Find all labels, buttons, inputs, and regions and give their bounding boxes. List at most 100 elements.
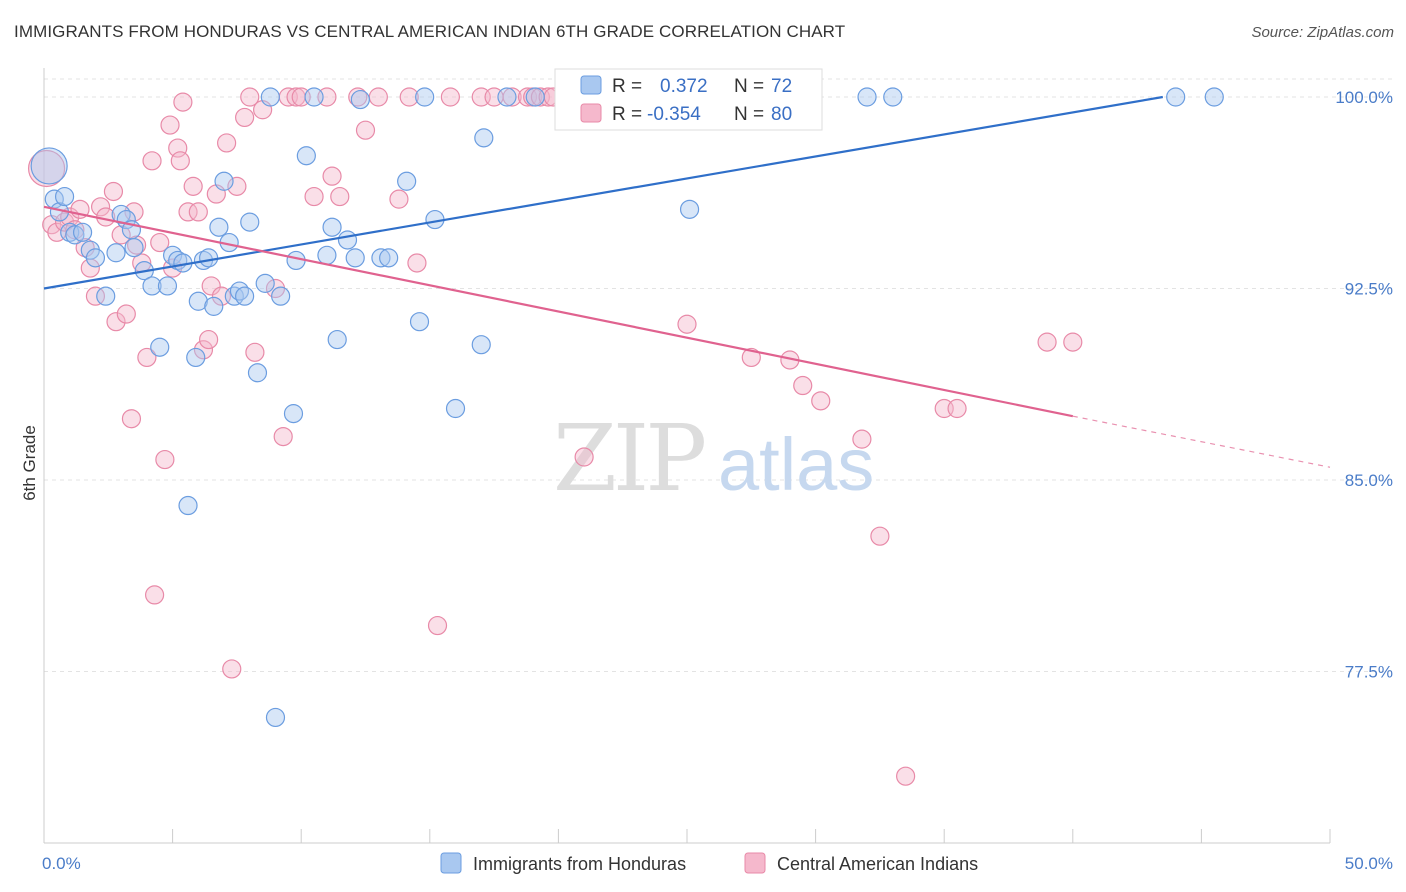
pink-point-52 — [322, 166, 342, 186]
blue-point-48 — [345, 248, 365, 268]
blue-point-59 — [497, 87, 517, 107]
pink-point-14 — [111, 225, 131, 245]
pink-point-38 — [217, 133, 237, 153]
pink-point-46 — [273, 426, 293, 447]
pink-point-5 — [65, 220, 85, 240]
pink-point-10 — [90, 197, 111, 217]
trend-line-pink-extension — [1072, 415, 1331, 468]
pink-point-70 — [574, 447, 594, 467]
blue-point-26 — [199, 248, 219, 268]
bottom-legend-label-pink: Central American Indians — [777, 854, 978, 874]
blue-point-27 — [204, 296, 224, 316]
pink-point-72 — [677, 314, 697, 334]
pink-point-61 — [440, 87, 460, 107]
pink-point-78 — [870, 526, 890, 546]
pink-point-24 — [155, 449, 175, 470]
pink-point-42 — [240, 87, 260, 107]
chart-title: IMMIGRANTS FROM HONDURAS VS CENTRAL AMER… — [14, 22, 846, 41]
legend-r-label-blue: R = — [612, 76, 642, 97]
pink-point-20 — [137, 347, 157, 368]
blue-point-46 — [327, 329, 347, 350]
y-tick-label-1: 92.5% — [1345, 280, 1393, 299]
pink-point-50 — [304, 186, 324, 207]
pink-point-54 — [348, 87, 368, 107]
x-tick-label-max: 50.0% — [1345, 854, 1393, 873]
legend-r-value-pink: -0.354 — [647, 104, 701, 125]
pink-point-18 — [126, 235, 147, 255]
pink-point-21 — [142, 151, 162, 171]
blue-point-56 — [445, 398, 466, 419]
blue-point-43 — [304, 87, 324, 107]
blue-point-39 — [271, 286, 291, 306]
y-axis-title: 6th Grade — [20, 425, 39, 501]
bottom-legend-swatch-pink — [744, 852, 766, 874]
blue-point-24 — [188, 291, 208, 311]
pink-point-0 — [27, 149, 66, 188]
pink-point-82 — [1037, 332, 1057, 352]
blue-point-54 — [415, 87, 435, 107]
pink-point-73 — [741, 347, 761, 368]
pink-point-56 — [368, 87, 388, 107]
pink-point-83 — [1063, 332, 1083, 352]
blue-point-40 — [283, 404, 304, 424]
blue-point-33 — [235, 286, 255, 306]
pink-point-9 — [85, 286, 106, 306]
pink-point-31 — [183, 176, 203, 196]
legend-r-label-pink: R = — [612, 104, 642, 125]
blue-point-35 — [247, 363, 268, 383]
pink-point-25 — [160, 115, 180, 135]
pink-point-41 — [235, 107, 255, 128]
blue-point-49 — [350, 89, 370, 110]
blue-point-38 — [265, 707, 286, 728]
blue-point-37 — [260, 87, 280, 107]
blue-point-18 — [157, 276, 178, 296]
source-label: Source: ZipAtlas.com — [1251, 24, 1394, 41]
pink-point-35 — [201, 276, 221, 296]
watermark-atlas: atlas — [718, 423, 874, 506]
pink-point-43 — [245, 342, 265, 362]
watermark-zip: ZIP — [553, 405, 704, 512]
blue-point-44 — [317, 245, 337, 265]
blue-point-42 — [296, 146, 316, 166]
blue-point-22 — [178, 495, 198, 516]
pink-point-77 — [852, 429, 872, 449]
blue-point-28 — [209, 217, 229, 237]
pink-point-13 — [106, 312, 126, 332]
blue-point-17 — [150, 337, 170, 357]
y-tick-label-3: 77.5% — [1345, 663, 1393, 682]
blue-point-3 — [54, 186, 75, 207]
pink-point-16 — [121, 409, 142, 429]
watermark: ZIP atlas — [553, 405, 874, 512]
pink-point-3 — [54, 212, 75, 232]
blue-point-57 — [471, 335, 491, 355]
legend-n-label-pink: N = — [734, 104, 764, 125]
axes — [43, 68, 1331, 844]
blue-point-71 — [679, 199, 700, 219]
blue-point-58 — [474, 128, 494, 148]
blue-point-52 — [397, 171, 417, 191]
blue-point-16 — [142, 276, 162, 296]
blue-point-0 — [30, 147, 68, 185]
blue-point-69 — [1166, 87, 1186, 107]
pink-point-22 — [144, 585, 165, 605]
legend-swatch-pink — [580, 103, 602, 123]
pink-point-15 — [116, 304, 136, 324]
blue-point-9 — [96, 286, 116, 306]
y-tick-label-2: 85.0% — [1345, 471, 1393, 490]
pink-point-7 — [75, 238, 95, 258]
pink-point-55 — [355, 120, 376, 140]
blue-point-6 — [72, 222, 93, 242]
blue-point-68 — [883, 87, 903, 107]
blue-point-8 — [85, 248, 106, 268]
legend-r-value-blue: 0.372 — [660, 76, 708, 97]
pink-point-53 — [330, 186, 350, 207]
blue-point-60 — [525, 87, 545, 107]
bottom-legend: Immigrants from Honduras Central America… — [440, 852, 978, 874]
blue-point-50 — [371, 248, 391, 268]
blue-point-47 — [337, 230, 358, 250]
blue-point-5 — [65, 225, 85, 245]
series-immigrants-from-honduras — [30, 87, 1224, 728]
bottom-legend-label-blue: Immigrants from Honduras — [473, 854, 686, 874]
pink-point-39 — [222, 659, 242, 679]
